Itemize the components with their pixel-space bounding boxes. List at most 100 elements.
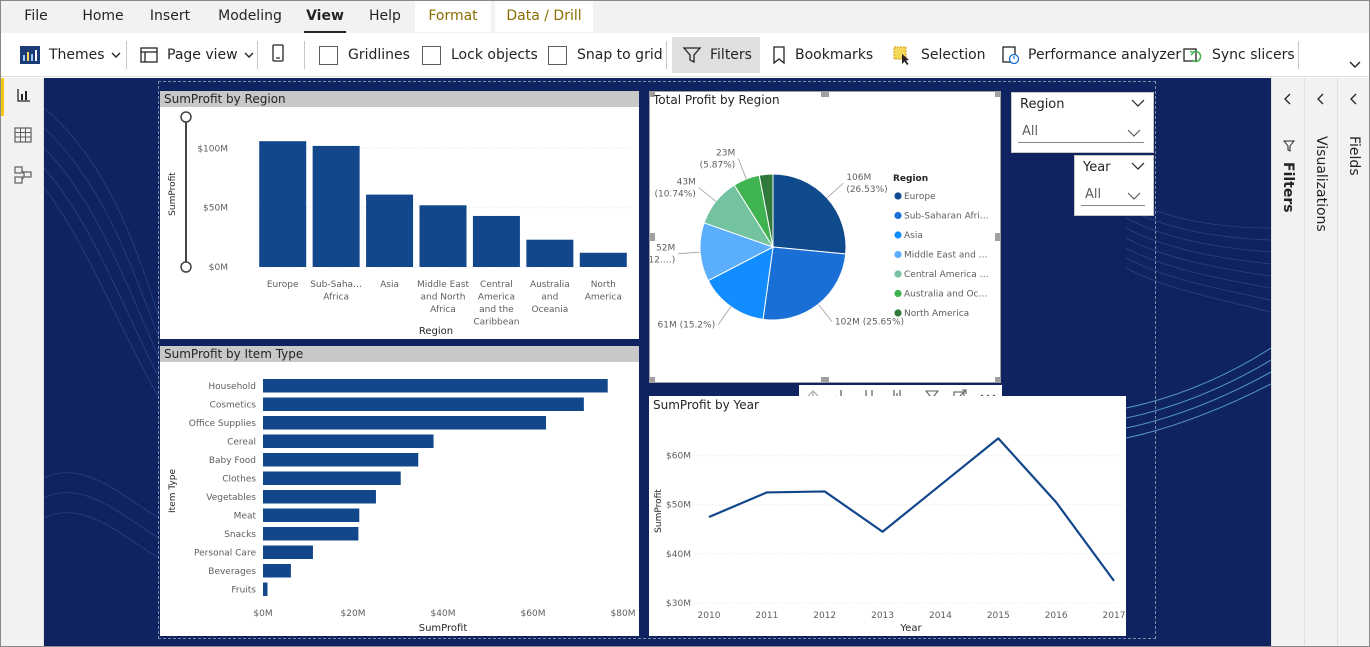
- item-type-bar-chart[interactable]: SumProfit by Item Type $0M $20M $40M $60M $8…: [160, 346, 639, 636]
- tab-modeling[interactable]: Modeling: [218, 8, 282, 24]
- y-tick-label: $30M: [666, 599, 691, 609]
- snap-to-grid-label: Snap to grid: [577, 47, 663, 63]
- filters-label: Filters: [710, 47, 752, 63]
- pie-data-label: 43M: [677, 178, 696, 188]
- leader-line: [698, 187, 717, 202]
- fields-pane-collapsed[interactable]: Fields: [1337, 78, 1369, 646]
- slicer-label: Region: [1020, 97, 1065, 112]
- tab-format[interactable]: Format: [415, 1, 491, 32]
- chevron-down-icon[interactable]: [1131, 97, 1145, 112]
- selection-handle: [650, 377, 655, 382]
- x-tick-label: and: [541, 293, 558, 303]
- pie-data-label: 106M: [846, 173, 871, 183]
- filters-pane-label: Filters: [1280, 162, 1296, 213]
- selection-handle: [650, 92, 655, 97]
- legend-title: Region: [893, 174, 928, 184]
- y-tick-label: Office Supplies: [189, 419, 257, 429]
- y-tick-label: Baby Food: [209, 456, 256, 466]
- tab-view[interactable]: View: [304, 1, 346, 33]
- chart-title: SumProfit by Region: [160, 91, 639, 107]
- year-line-plot: $30M $40M $50M $60M 2010 2011 2012 2013 2014 2015…: [654, 437, 1126, 634]
- x-tick-label: Africa: [323, 293, 349, 303]
- sync-slicers-pane-toggle[interactable]: Sync slicers: [1182, 37, 1295, 73]
- tab-home[interactable]: Home: [82, 8, 124, 24]
- bookmarks-pane-toggle[interactable]: Bookmarks: [771, 37, 873, 73]
- chevron-left-icon[interactable]: [1282, 92, 1292, 110]
- tab-help[interactable]: Help: [369, 8, 401, 24]
- filters-pane-collapsed[interactable]: Filters: [1271, 78, 1304, 646]
- report-canvas[interactable]: SumProfit by Region $0M $50M $100M SumProfi…: [44, 78, 1271, 646]
- report-view-button[interactable]: [1, 78, 44, 116]
- bar: [366, 194, 414, 267]
- bar: [263, 397, 584, 411]
- performance-icon: [1000, 45, 1020, 65]
- x-tick-label: North: [591, 280, 616, 290]
- sync-slicers-label: Sync slicers: [1212, 47, 1295, 63]
- chevron-down-icon[interactable]: [1127, 127, 1141, 142]
- selection-pane-toggle[interactable]: Selection: [891, 37, 986, 73]
- x-tick-label: 2017: [1103, 611, 1126, 621]
- toolbar-divider: [126, 41, 127, 69]
- lock-objects-checkbox[interactable]: Lock objects: [422, 37, 538, 73]
- legend-label: Australia and Oc…: [904, 290, 988, 300]
- y-tick-label: $40M: [666, 550, 691, 560]
- performance-analyzer-pane-toggle[interactable]: Performance analyzer: [1000, 37, 1181, 73]
- leader-line: [826, 182, 844, 199]
- tab-insert[interactable]: Insert: [149, 8, 191, 24]
- region-slicer[interactable]: Region All: [1011, 92, 1154, 153]
- themes-button[interactable]: Themes: [19, 37, 121, 73]
- model-view-button[interactable]: [1, 158, 44, 196]
- legend-marker: [894, 270, 902, 278]
- data-view-button[interactable]: [1, 118, 44, 156]
- next-level-icon[interactable]: [855, 385, 883, 407]
- bookmarks-label: Bookmarks: [795, 47, 874, 63]
- bar: [419, 205, 467, 267]
- y-tick-label: $50M: [203, 204, 228, 214]
- snap-to-grid-checkbox[interactable]: Snap to grid: [548, 37, 663, 73]
- leader-line: [717, 306, 732, 325]
- chevron-down-icon[interactable]: [1127, 190, 1141, 205]
- tab-data-drill[interactable]: Data / Drill: [495, 1, 593, 32]
- region-bar-chart[interactable]: SumProfit by Region $0M $50M $100M SumProfi…: [160, 91, 639, 339]
- y-tick-label: $100M: [197, 144, 228, 154]
- year-slicer-dropdown[interactable]: All: [1081, 184, 1145, 206]
- year-line-chart[interactable]: SumProfit by Year $30M $40M $50M $60M 2010 20…: [649, 396, 1126, 636]
- chevron-left-icon[interactable]: [1315, 92, 1325, 110]
- ribbon-collapse-button[interactable]: [1349, 57, 1361, 73]
- filter-icon: [1282, 140, 1296, 156]
- view-switcher: [1, 78, 44, 646]
- visualizations-pane-collapsed[interactable]: Visualizations: [1304, 78, 1337, 646]
- x-tick-label: America: [478, 293, 515, 303]
- mobile-layout-button[interactable]: [271, 37, 285, 73]
- tab-file[interactable]: File: [24, 8, 48, 24]
- leader-line: [737, 158, 747, 180]
- page-view-label: Page view: [167, 47, 238, 63]
- gridlines-checkbox[interactable]: Gridlines: [319, 37, 410, 73]
- chevron-down-icon[interactable]: [1131, 160, 1145, 175]
- chevron-down-icon: [244, 47, 254, 63]
- bar: [472, 215, 520, 267]
- x-tick-label: Central: [480, 280, 513, 290]
- selection-label: Selection: [921, 47, 986, 63]
- legend-label: Asia: [904, 231, 923, 241]
- x-tick-label: 2016: [1045, 611, 1068, 621]
- chart-title: SumProfit by Item Type: [160, 346, 639, 362]
- series-line: [708, 437, 1115, 582]
- x-tick-label: and the: [479, 305, 514, 315]
- y-tick-label: Meat: [234, 512, 257, 522]
- y-tick-label: Cereal: [227, 438, 256, 448]
- leader-line: [678, 251, 701, 255]
- pie-data-label: 52M: [656, 244, 675, 254]
- y-axis-title: Item Type: [168, 469, 178, 513]
- region-pie-chart[interactable]: Total Profit by Region 106M (26.53%) 102M …: [649, 91, 1001, 383]
- chart-title: Total Profit by Region: [653, 93, 780, 107]
- legend-label: Europe: [904, 192, 936, 202]
- region-slicer-dropdown[interactable]: All: [1018, 121, 1144, 143]
- chevron-left-icon[interactable]: [1348, 92, 1358, 110]
- filters-pane-toggle[interactable]: Filters: [672, 37, 760, 73]
- y-axis-title: SumProfit: [168, 172, 178, 216]
- page-view-button[interactable]: Page view: [139, 37, 254, 73]
- legend-marker: [894, 289, 902, 298]
- year-slicer[interactable]: Year All: [1074, 155, 1154, 216]
- x-tick-label: $40M: [431, 609, 456, 619]
